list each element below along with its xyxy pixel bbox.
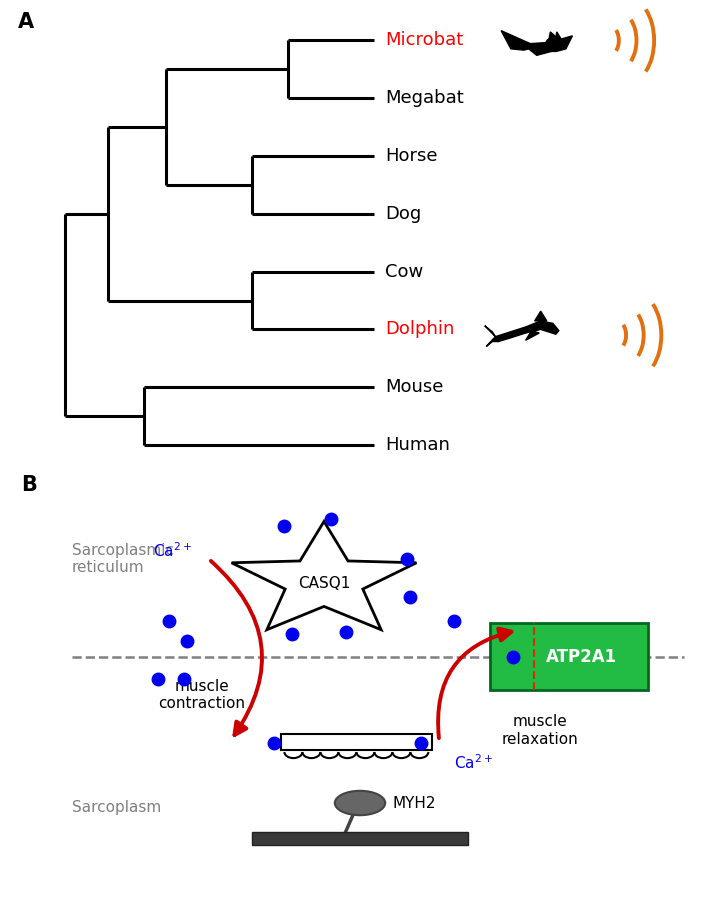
Bar (490, 624, 648, 690)
Polygon shape (549, 32, 556, 39)
Polygon shape (232, 521, 416, 630)
Text: Sarcoplasmic
reticulum: Sarcoplasmic reticulum (72, 543, 174, 576)
Text: CASQ1: CASQ1 (298, 576, 350, 591)
Ellipse shape (335, 791, 385, 815)
Polygon shape (556, 32, 561, 39)
Text: muscle
contraction: muscle contraction (158, 679, 245, 711)
Text: muscle
relaxation: muscle relaxation (502, 714, 578, 747)
Text: Ca$^{2+}$: Ca$^{2+}$ (454, 754, 492, 773)
Text: Megabat: Megabat (385, 90, 464, 107)
Polygon shape (528, 43, 552, 55)
FancyArrowPatch shape (438, 629, 511, 738)
Polygon shape (485, 326, 498, 341)
Text: Cow: Cow (385, 262, 423, 281)
Polygon shape (535, 311, 546, 321)
Bar (252, 832, 468, 845)
Bar (281, 734, 432, 749)
FancyArrowPatch shape (211, 561, 262, 735)
Text: Ca$^{2+}$: Ca$^{2+}$ (153, 541, 192, 559)
Text: Microbat: Microbat (385, 32, 464, 50)
Text: B: B (22, 475, 37, 495)
Text: Horse: Horse (385, 147, 438, 165)
Circle shape (546, 38, 560, 50)
Text: Mouse: Mouse (385, 378, 444, 396)
Polygon shape (501, 31, 530, 50)
Text: Dolphin: Dolphin (385, 320, 454, 338)
Polygon shape (495, 321, 559, 341)
Polygon shape (550, 36, 572, 52)
Text: MYH2: MYH2 (392, 795, 436, 811)
Polygon shape (526, 330, 539, 340)
Text: Dog: Dog (385, 205, 421, 223)
Polygon shape (486, 337, 498, 347)
Text: ATP2A1: ATP2A1 (546, 648, 617, 666)
Text: Human: Human (385, 436, 450, 454)
Text: Sarcoplasm: Sarcoplasm (72, 800, 161, 814)
Text: A: A (18, 12, 34, 32)
